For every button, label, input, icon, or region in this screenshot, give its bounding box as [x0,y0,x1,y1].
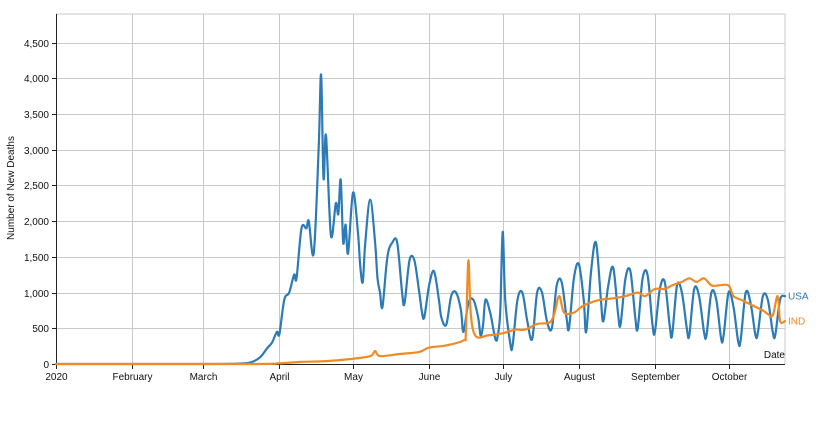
x-tick-label: February [112,372,152,383]
y-tick-label: 500 [32,324,49,335]
x-axis-title: Date [764,350,786,361]
y-tick-label: 4,000 [24,74,49,85]
x-tick-label: May [344,372,363,383]
series-group: USA IND [54,73,809,366]
y-axis-title: Number of New Deaths [6,136,17,240]
grid [56,13,786,364]
y-tick-label: 3,000 [24,146,49,157]
y-tick-label: 0 [43,360,49,371]
y-axis: 0 500 1,000 1,500 2,000 2,500 3,000 3,500 4,000 4… [24,14,57,371]
x-tick-label: August [564,372,595,383]
y-tick-label: 4,500 [24,39,49,50]
series-label-usa: USA [788,292,809,303]
x-tick-label: March [190,372,218,383]
x-tick-label: April [269,372,289,383]
series-label-ind: IND [788,317,805,328]
x-tick-label: 2020 [45,372,68,383]
y-tick-label: 1,500 [24,253,49,264]
x-axis: 2020 February March April May June July August S… [45,364,785,383]
series-line-usa [54,73,787,366]
y-tick-label: 1,000 [24,289,49,300]
x-tick-label: June [419,372,441,383]
y-tick-label: 2,500 [24,181,49,192]
x-tick-label: October [712,372,748,383]
x-tick-label: September [631,372,681,383]
series-line-ind [54,259,787,366]
x-tick-label: July [495,372,513,383]
y-tick-label: 2,000 [24,217,49,228]
y-tick-label: 3,500 [24,110,49,121]
